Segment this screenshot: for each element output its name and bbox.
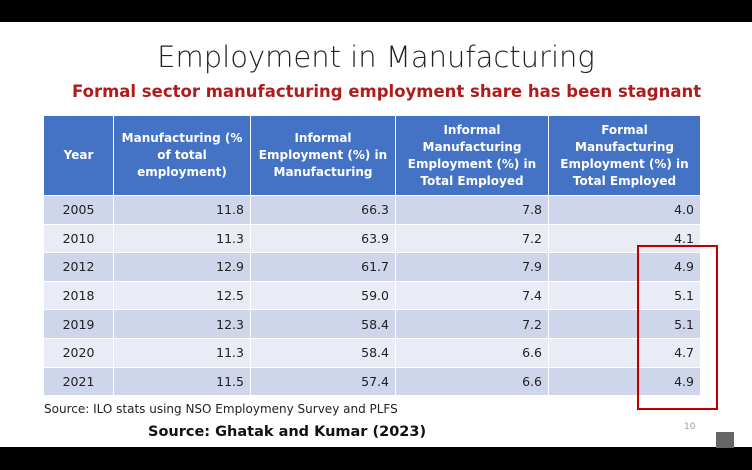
table-row: 2012 12.9 61.7 7.9 4.9 — [43, 252, 701, 282]
table-cell: 61.7 — [250, 252, 396, 282]
column-header: Informal Manufacturing Employment (%) in… — [395, 115, 549, 196]
table-cell: 63.9 — [250, 223, 396, 254]
table-cell: 2019 — [43, 309, 114, 339]
page-number: 10 — [684, 422, 696, 432]
table-cell: 11.3 — [113, 223, 251, 254]
table-cell: 2005 — [43, 195, 114, 225]
table-cell: 2021 — [43, 366, 114, 397]
column-header: Formal Manufacturing Employment (%) in T… — [548, 115, 701, 196]
table-cell: 12.9 — [113, 252, 251, 282]
table-cell: 6.6 — [395, 337, 549, 368]
table-cell: 7.4 — [395, 280, 549, 311]
table-row: 2010 11.3 63.9 7.2 4.1 — [43, 223, 701, 254]
table-cell: 7.9 — [395, 252, 549, 282]
table-cell: 7.8 — [395, 195, 549, 225]
source-row: Source: ILO stats using NSO Employmeny S… — [43, 395, 701, 424]
source-note: Source: ILO stats using NSO Employmeny S… — [43, 395, 549, 424]
header-row: Year Manufacturing (% of total employment… — [43, 115, 701, 196]
table-cell: 7.2 — [395, 223, 549, 254]
table-cell: 4.7 — [548, 337, 701, 368]
table-cell: 11.5 — [113, 366, 251, 397]
table-cell: 12.5 — [113, 280, 251, 311]
table-cell: 4.1 — [548, 223, 701, 254]
column-header: Year — [43, 115, 114, 196]
table-body: 2005 11.8 66.3 7.8 4.0 2010 11.3 63.9 7.2 4.1 2012… — [43, 195, 701, 424]
logo — [716, 432, 734, 448]
table-cell: 2012 — [43, 252, 114, 282]
table-cell: 4.9 — [548, 366, 701, 397]
table-cell: 4.0 — [548, 195, 701, 225]
table-cell: 2018 — [43, 280, 114, 311]
table-cell: 59.0 — [250, 280, 396, 311]
slide: Employment in Manufacturing Formal secto… — [0, 22, 752, 448]
table-row: 2018 12.5 59.0 7.4 5.1 — [43, 280, 701, 311]
table-cell: 58.4 — [250, 337, 396, 368]
column-header: Informal Employment (%) in Manufacturing — [250, 115, 396, 196]
citation: Source: Ghatak and Kumar (2023) — [148, 424, 427, 440]
data-table: Year Manufacturing (% of total employment… — [43, 115, 701, 424]
table-cell: 57.4 — [250, 366, 396, 397]
table-cell: 11.8 — [113, 195, 251, 225]
slide-title: Employment in Manufacturing — [157, 40, 595, 74]
table-cell: 2010 — [43, 223, 114, 254]
table-cell: 2020 — [43, 337, 114, 368]
table-cell: 6.6 — [395, 366, 549, 397]
table-cell: 5.1 — [548, 309, 701, 339]
table-row: 2005 11.8 66.3 7.8 4.0 — [43, 195, 701, 225]
table-cell: 11.3 — [113, 337, 251, 368]
table-cell: 58.4 — [250, 309, 396, 339]
table-cell: 12.3 — [113, 309, 251, 339]
table-cell: 7.2 — [395, 309, 549, 339]
slide-subtitle: Formal sector manufacturing employment s… — [72, 82, 702, 101]
table-row: 2021 11.5 57.4 6.6 4.9 — [43, 366, 701, 397]
table-cell: 66.3 — [250, 195, 396, 225]
table-row: 2020 11.3 58.4 6.6 4.7 — [43, 337, 701, 368]
column-header: Manufacturing (% of total employment) — [113, 115, 251, 196]
table-row: 2019 12.3 58.4 7.2 5.1 — [43, 309, 701, 339]
highlight-box — [637, 245, 718, 410]
